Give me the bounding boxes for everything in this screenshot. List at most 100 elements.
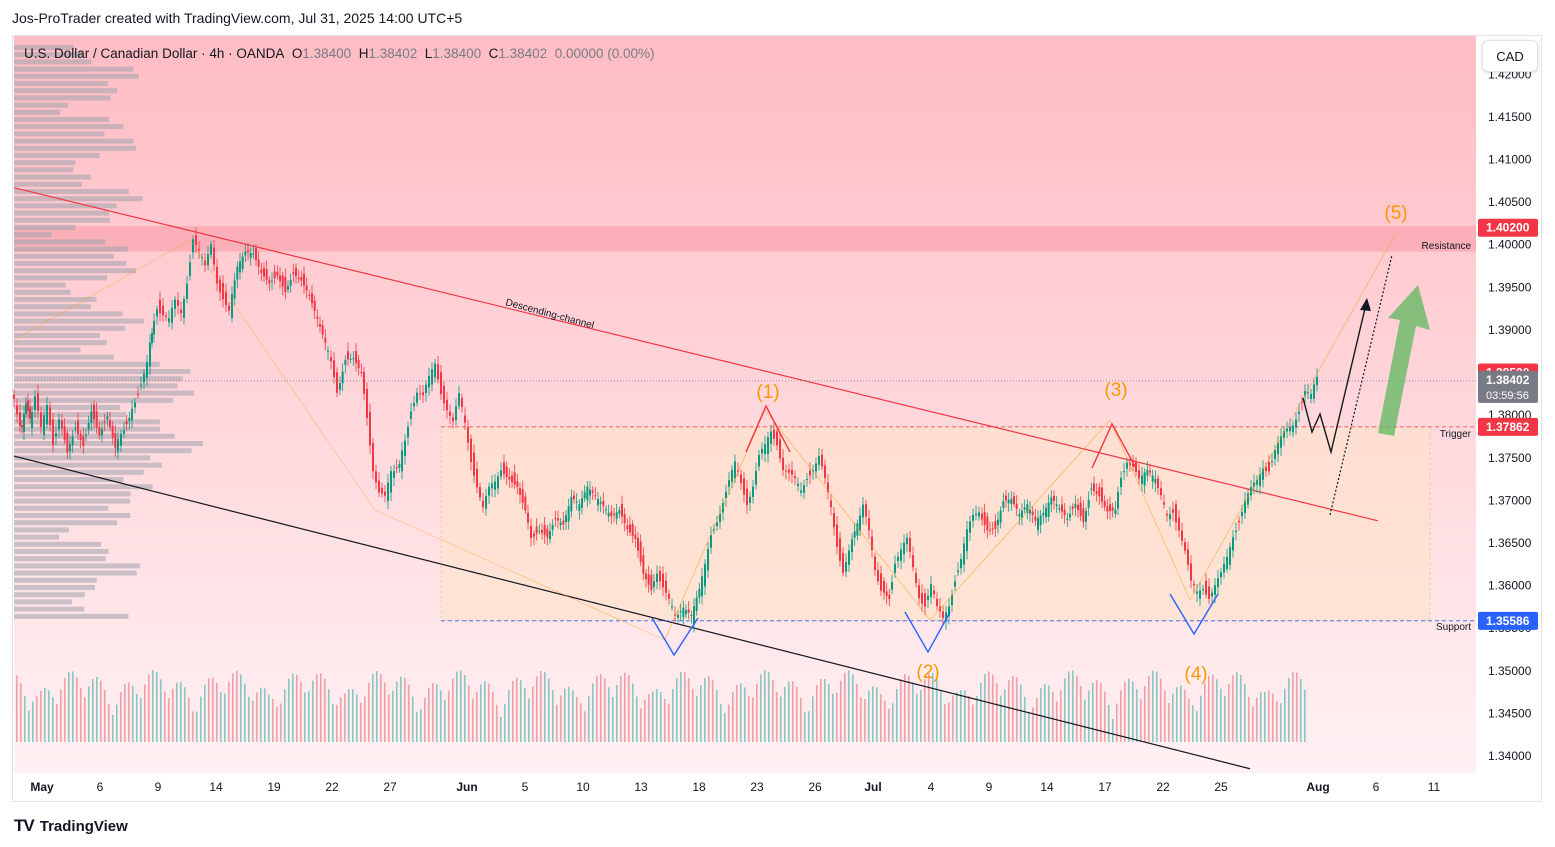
x-tick-label: 17 <box>1098 780 1112 794</box>
volume-profile-bar <box>14 484 153 490</box>
candle-body <box>693 606 695 625</box>
candle-body <box>791 469 793 475</box>
footer-brand[interactable]: TV TradingView <box>14 816 128 836</box>
volume-profile-bar <box>14 189 129 194</box>
tradingview-logo-icon: TV <box>14 816 35 835</box>
candle-body <box>859 515 861 531</box>
candle-body <box>1292 425 1294 433</box>
candle-body <box>903 542 905 555</box>
volume-bar <box>1288 677 1290 742</box>
volume-bar <box>76 677 78 742</box>
volume-bar <box>1064 678 1066 742</box>
candle-body <box>1015 503 1018 509</box>
volume-bar <box>132 685 134 742</box>
volume-bar <box>916 693 918 742</box>
volume-bar <box>116 704 118 742</box>
volume-bar <box>136 693 138 742</box>
candle-body <box>369 411 371 446</box>
candle-body <box>752 486 754 497</box>
candle-body <box>341 371 344 384</box>
volume-bar <box>924 679 926 742</box>
candle-body <box>305 285 308 291</box>
volume-bar <box>856 683 858 742</box>
wave-label: (5) <box>1384 203 1407 224</box>
candle-body <box>252 253 255 255</box>
candle-body <box>674 614 676 616</box>
price-tag-value: 1.38402 <box>1486 373 1530 387</box>
candle-body <box>1123 471 1125 473</box>
candle-body <box>216 266 218 284</box>
candle-body <box>728 480 730 487</box>
volume-profile-bar <box>14 253 114 259</box>
candle-body <box>722 503 724 513</box>
volume-bar <box>256 692 258 742</box>
volume-bar <box>196 711 198 742</box>
volume-profile-bar <box>14 369 191 374</box>
volume-bar <box>1132 681 1134 742</box>
wave-guide-1 <box>13 239 666 641</box>
volume-bar <box>504 703 506 742</box>
candle-body <box>1141 475 1143 484</box>
chart-frame <box>12 35 1542 802</box>
candle-body <box>535 526 538 534</box>
volume-bar <box>1080 685 1082 742</box>
high-value: 1.38402 <box>368 46 418 61</box>
candle-body <box>578 504 581 512</box>
volume-bar <box>472 698 474 742</box>
volume-bar <box>468 685 470 742</box>
volume-bar <box>164 691 166 742</box>
candle-body <box>1271 461 1273 463</box>
candle-body <box>1120 477 1122 487</box>
volume-profile-bar <box>14 433 175 439</box>
candle-body <box>653 581 655 588</box>
candle-body <box>1101 487 1103 502</box>
volume-bar <box>912 682 914 742</box>
volume-profile-bar <box>14 491 131 497</box>
candle-body <box>516 481 519 487</box>
x-tick-label: 6 <box>97 780 104 794</box>
candle-body <box>1037 518 1039 531</box>
candle-body <box>685 610 687 615</box>
volume-profile-bar <box>14 246 128 252</box>
volume-bar <box>576 697 578 742</box>
candle-body <box>557 518 559 521</box>
candle-body <box>58 419 60 430</box>
volume-profile-bar <box>14 534 60 540</box>
volume-bar <box>192 711 194 742</box>
volume-bar <box>636 696 638 742</box>
low-value: 1.38400 <box>432 46 482 61</box>
candle-body <box>1050 497 1053 505</box>
candle-body <box>114 432 117 449</box>
candle-body <box>319 323 321 327</box>
candle-body <box>607 512 610 517</box>
volume-bar <box>200 696 202 742</box>
volume-profile-bar <box>14 88 117 94</box>
candle-body <box>758 455 760 467</box>
candle-body <box>390 471 392 493</box>
candle-body <box>347 351 349 360</box>
candle-body <box>61 420 63 429</box>
volume-bar <box>748 695 750 742</box>
currency-button[interactable]: CAD <box>1482 40 1538 72</box>
volume-bar <box>252 700 254 742</box>
volume-bar <box>844 672 846 742</box>
candle-body <box>1034 516 1037 521</box>
volume-bar <box>384 682 386 742</box>
volume-bar <box>808 711 810 742</box>
candle-body <box>1190 563 1192 581</box>
volume-bar <box>1008 680 1010 742</box>
candle-body <box>719 513 721 523</box>
symbol-title[interactable]: U.S. Dollar / Canadian Dollar · 4h · OAN… <box>24 46 285 61</box>
x-tick-label: 18 <box>692 780 706 794</box>
volume-bar <box>1216 679 1218 742</box>
volume-profile-bar <box>14 498 131 504</box>
candle-body <box>1151 475 1154 482</box>
volume-bar <box>624 672 626 742</box>
candle-body <box>1181 530 1183 541</box>
candle-body <box>559 522 562 526</box>
volume-bar <box>944 704 946 742</box>
volume-bar <box>1272 693 1274 742</box>
candle-body <box>713 529 715 531</box>
volume-bar <box>1060 690 1062 742</box>
